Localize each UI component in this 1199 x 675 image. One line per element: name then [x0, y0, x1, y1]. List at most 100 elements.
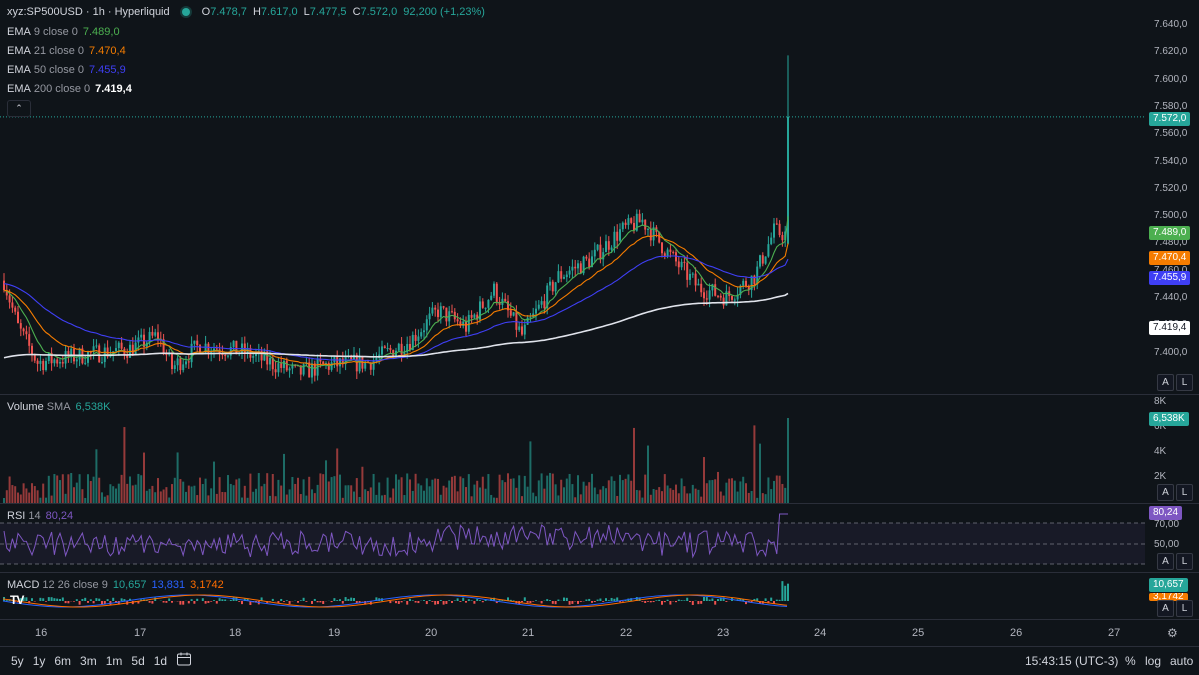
volume-bar: [221, 492, 223, 503]
log-scale-toggle[interactable]: log: [1145, 654, 1161, 668]
volume-bar: [65, 494, 67, 503]
range-button-5y[interactable]: 5y: [11, 654, 24, 668]
macd-histogram-bar: [59, 599, 61, 601]
volume-bar: [199, 478, 201, 503]
macd-histogram-bar: [331, 601, 333, 602]
volume-bar: [703, 457, 705, 503]
date-range-icon[interactable]: [176, 651, 192, 667]
auto-scale-toggle[interactable]: auto: [1170, 654, 1193, 668]
percent-scale-toggle[interactable]: %: [1125, 654, 1136, 668]
volume-bar: [37, 490, 39, 503]
candle-body: [11, 302, 13, 307]
rsi-auto-scale-button[interactable]: A: [1157, 553, 1174, 570]
volume-bar: [269, 496, 271, 503]
volume-log-scale-button[interactable]: L: [1176, 484, 1193, 501]
volume-value-tag: 6,538K: [1149, 412, 1189, 426]
volume-bar: [538, 480, 540, 503]
price-chart[interactable]: [0, 0, 1145, 394]
volume-auto-scale-button[interactable]: A: [1157, 484, 1174, 501]
candle-body: [585, 257, 587, 259]
time-tick: 25: [912, 627, 924, 639]
candle-body: [165, 354, 167, 355]
macd-histogram-bar: [644, 601, 646, 603]
macd-histogram-bar: [700, 601, 702, 604]
volume-bar: [571, 484, 573, 503]
candle-body: [518, 326, 520, 329]
volume-bar: [675, 485, 677, 503]
volume-bar: [588, 482, 590, 503]
macd-log-scale-button[interactable]: L: [1176, 600, 1193, 617]
candle-body: [132, 345, 134, 355]
macd-histogram-bar: [205, 601, 207, 604]
candle-body: [95, 345, 97, 346]
time-tick: 26: [1010, 627, 1022, 639]
volume-bar: [20, 494, 22, 503]
volume-bar: [107, 495, 109, 503]
ema200-price-tag: 7.419,4: [1149, 321, 1190, 335]
macd-histogram-bar: [56, 599, 58, 601]
range-button-3m[interactable]: 3m: [80, 654, 97, 668]
macd-histogram-bar: [219, 598, 221, 601]
candle-body: [151, 332, 153, 336]
candle-body: [515, 312, 517, 330]
ema50-price-tag: 7.455,9: [1149, 271, 1190, 285]
candle-body: [566, 275, 568, 277]
volume-chart[interactable]: [0, 395, 1145, 503]
range-button-1m[interactable]: 1m: [106, 654, 123, 668]
volume-bar: [602, 486, 604, 503]
volume-bar: [543, 489, 545, 503]
price-pane[interactable]: [0, 0, 1145, 394]
candle-body: [683, 262, 685, 263]
symbol-title[interactable]: xyz:SP500USD · 1h · Hyperliquid: [7, 6, 170, 18]
candle-body: [67, 351, 69, 357]
macd-histogram-bar: [655, 600, 657, 601]
candle-body: [182, 364, 184, 370]
candle-body: [289, 368, 291, 370]
volume-bar: [552, 474, 554, 503]
rsi-chart[interactable]: [0, 504, 1145, 572]
volume-tick: 2K: [1154, 471, 1166, 482]
macd-auto-scale-button[interactable]: A: [1157, 600, 1174, 617]
volume-bar: [597, 494, 599, 503]
clock-timezone[interactable]: 15:43:15 (UTC-3): [1025, 654, 1118, 668]
collapse-legend-button[interactable]: ⌃: [7, 100, 31, 117]
price-log-scale-button[interactable]: L: [1176, 374, 1193, 391]
candle-body: [496, 284, 498, 302]
ema9-price-tag: 7.489,0: [1149, 226, 1190, 240]
candle-body: [101, 362, 103, 363]
macd-histogram-bar: [224, 599, 226, 601]
rsi-pane[interactable]: [0, 504, 1145, 572]
candle-body: [443, 306, 445, 307]
macd-histogram-bar: [443, 601, 445, 605]
volume-bar: [608, 480, 610, 503]
range-button-1d[interactable]: 1d: [154, 654, 167, 668]
candle-body: [381, 346, 383, 354]
volume-bar: [261, 486, 263, 503]
volume-bar: [515, 488, 517, 503]
volume-bar: [370, 487, 372, 503]
macd-histogram-bar: [703, 597, 705, 601]
candle-body: [560, 271, 562, 279]
macd-histogram-bar: [641, 601, 643, 602]
settings-gear-icon[interactable]: ⚙: [1167, 626, 1178, 640]
volume-bar: [695, 489, 697, 503]
volume-bar: [367, 491, 369, 503]
tradingview-logo[interactable]: TV: [10, 593, 23, 607]
range-button-6m[interactable]: 6m: [54, 654, 71, 668]
macd-histogram-bar: [322, 601, 324, 604]
range-button-5d[interactable]: 5d: [131, 654, 144, 668]
candle-body: [664, 253, 666, 256]
range-button-1y[interactable]: 1y: [33, 654, 46, 668]
volume-pane[interactable]: [0, 395, 1145, 503]
price-auto-scale-button[interactable]: A: [1157, 374, 1174, 391]
candle-body: [389, 348, 391, 350]
rsi-log-scale-button[interactable]: L: [1176, 553, 1193, 570]
macd-histogram-bar: [51, 597, 53, 601]
